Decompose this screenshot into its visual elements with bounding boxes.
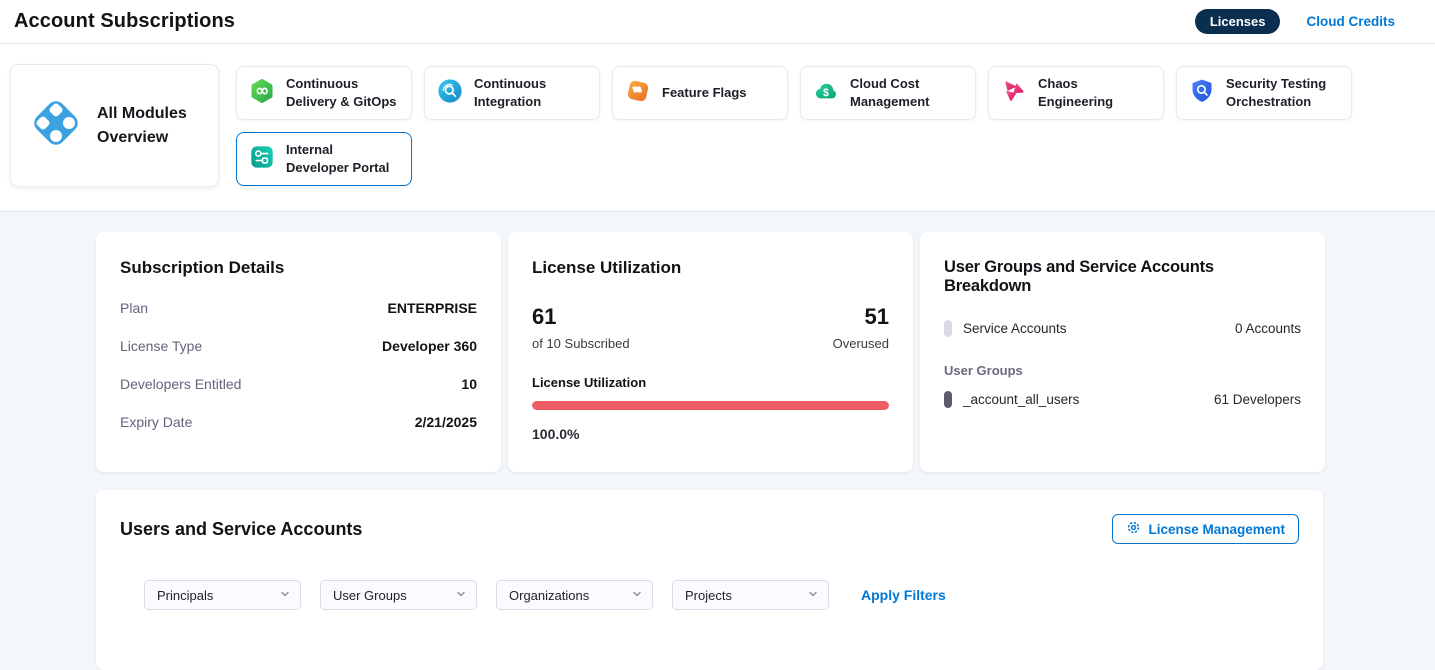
subscribed-count-block: 61 of 10 Subscribed xyxy=(532,304,630,351)
cd-hexagon-infinity-icon xyxy=(249,78,275,109)
detail-value: 2/21/2025 xyxy=(414,414,477,430)
overused-count-block: 51 Overused xyxy=(833,304,889,351)
detail-row-plan: Plan ENTERPRISE xyxy=(120,300,477,316)
module-tile-label: Chaos Engineering xyxy=(1038,76,1114,109)
ci-circle-search-icon xyxy=(437,78,463,109)
module-tile-label: Cloud Cost Management xyxy=(850,76,930,109)
service-accounts-legend-pill xyxy=(944,320,952,337)
detail-label: Developers Entitled xyxy=(120,376,242,392)
subscribed-caption: of 10 Subscribed xyxy=(532,336,630,351)
detail-value: Developer 360 xyxy=(382,338,477,354)
gear-icon xyxy=(1126,520,1141,538)
user-group-name: _account_all_users xyxy=(963,392,1080,407)
subscription-details-card: Subscription Details Plan ENTERPRISE Lic… xyxy=(96,232,501,472)
projects-select[interactable]: Projects xyxy=(672,580,829,610)
overused-count: 51 xyxy=(864,304,889,329)
organizations-select-value: Organizations xyxy=(509,587,590,603)
utilization-progress-track xyxy=(532,401,889,410)
utilization-numbers: 61 of 10 Subscribed 51 Overused xyxy=(532,304,889,351)
subscribed-count: 61 xyxy=(532,304,557,329)
module-tiles: Continuous Delivery & GitOps Continuous … xyxy=(236,66,1352,187)
apply-filters-link[interactable]: Apply Filters xyxy=(861,587,946,603)
license-utilization-title: License Utilization xyxy=(532,258,682,277)
header-tabs: Licenses Cloud Credits xyxy=(1194,9,1395,34)
users-service-accounts-card: Users and Service Accounts License Manag… xyxy=(96,490,1323,670)
service-accounts-value: 0 Accounts xyxy=(1234,321,1301,336)
detail-value: ENTERPRISE xyxy=(387,300,477,316)
detail-value: 10 xyxy=(461,376,477,392)
detail-row-developers-entitled: Developers Entitled 10 xyxy=(120,376,477,392)
user-group-legend-pill xyxy=(944,391,952,408)
breakdown-card: User Groups and Service Accounts Breakdo… xyxy=(920,232,1325,472)
principals-select[interactable]: Principals xyxy=(144,580,301,610)
module-tile-label: Feature Flags xyxy=(662,85,747,101)
chevron-down-icon xyxy=(279,588,291,603)
page-header: Account Subscriptions Licenses Cloud Cre… xyxy=(0,0,1435,44)
principals-select-value: Principals xyxy=(157,587,214,603)
chevron-down-icon xyxy=(807,588,819,603)
detail-label: Expiry Date xyxy=(120,414,193,430)
user-groups-select-value: User Groups xyxy=(333,587,407,603)
module-tile-label: Continuous Delivery & GitOps xyxy=(286,76,397,109)
utilization-percent: 100.0% xyxy=(532,426,580,442)
svg-text:$: $ xyxy=(823,86,829,98)
license-management-label: License Management xyxy=(1148,521,1285,537)
license-utilization-card: License Utilization 61 of 10 Subscribed … xyxy=(508,232,913,472)
module-tile-chaos-engineering[interactable]: Chaos Engineering xyxy=(988,66,1164,120)
module-tile-label: Continuous Integration xyxy=(474,76,547,109)
service-accounts-row: Service Accounts 0 Accounts xyxy=(944,320,1301,337)
users-card-title: Users and Service Accounts xyxy=(120,518,363,539)
all-modules-overview-label: All Modules Overview xyxy=(97,105,187,146)
all-modules-overview-card[interactable]: All Modules Overview xyxy=(10,64,219,187)
feature-flag-icon xyxy=(625,78,651,109)
shield-search-icon xyxy=(1189,78,1215,109)
module-tile-continuous-delivery[interactable]: Continuous Delivery & GitOps xyxy=(236,66,412,120)
detail-label: Plan xyxy=(120,300,149,316)
user-group-row: _account_all_users 61 Developers xyxy=(944,391,1301,408)
utilization-bar-label: License Utilization xyxy=(532,375,647,390)
detail-row-license-type: License Type Developer 360 xyxy=(120,338,477,354)
module-tile-label: Security Testing Orchestration xyxy=(1226,76,1327,109)
module-tile-internal-developer-portal[interactable]: Internal Developer Portal xyxy=(236,132,412,186)
chevron-down-icon xyxy=(631,588,643,603)
filters-row: Principals User Groups Organizations Pro… xyxy=(144,580,1299,610)
overused-caption: Overused xyxy=(832,336,889,351)
all-modules-icon xyxy=(28,95,84,156)
users-card-header: Users and Service Accounts License Manag… xyxy=(120,514,1299,544)
tab-licenses[interactable]: Licenses xyxy=(1194,9,1281,34)
user-groups-select[interactable]: User Groups xyxy=(320,580,477,610)
sliders-icon xyxy=(249,144,275,175)
user-groups-heading: User Groups xyxy=(944,363,1023,378)
organizations-select[interactable]: Organizations xyxy=(496,580,653,610)
chaos-pinwheel-icon xyxy=(1001,78,1027,109)
detail-row-expiry-date: Expiry Date 2/21/2025 xyxy=(120,414,477,430)
projects-select-value: Projects xyxy=(685,587,732,603)
cloud-dollar-icon: $ xyxy=(813,78,839,109)
breakdown-title: User Groups and Service Accounts Breakdo… xyxy=(944,258,1214,295)
utilization-progress-fill xyxy=(532,401,889,410)
module-tile-label: Internal Developer Portal xyxy=(286,142,390,175)
page-title: Account Subscriptions xyxy=(14,10,236,32)
module-tile-security-testing[interactable]: Security Testing Orchestration xyxy=(1176,66,1352,120)
chevron-down-icon xyxy=(455,588,467,603)
module-tile-cloud-cost[interactable]: $ Cloud Cost Management xyxy=(800,66,976,120)
module-tile-continuous-integration[interactable]: Continuous Integration xyxy=(424,66,600,120)
modules-strip: All Modules Overview Continuous Delivery… xyxy=(0,44,1435,212)
tab-cloud-credits[interactable]: Cloud Credits xyxy=(1306,14,1395,29)
detail-label: License Type xyxy=(120,338,203,354)
module-tile-feature-flags[interactable]: Feature Flags xyxy=(612,66,788,120)
subscription-details-title: Subscription Details xyxy=(120,258,285,277)
summary-cards-row: Subscription Details Plan ENTERPRISE Lic… xyxy=(96,232,1435,472)
user-group-value: 61 Developers xyxy=(1213,392,1301,407)
license-management-button[interactable]: License Management xyxy=(1112,514,1299,544)
service-accounts-label: Service Accounts xyxy=(963,321,1067,336)
